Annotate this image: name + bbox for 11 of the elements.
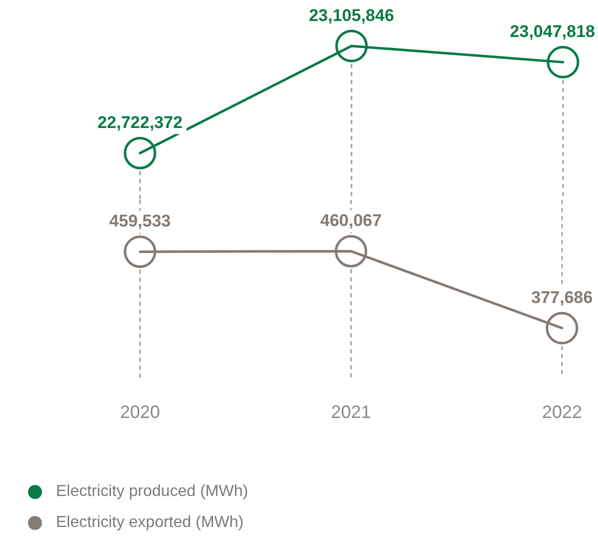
legend-label: Electricity exported (MWh): [56, 513, 244, 533]
data-label: 459,533: [109, 212, 171, 231]
x-tick-label: 2021: [330, 402, 372, 422]
data-label: 23,047,818: [510, 22, 596, 42]
x-tick-label: 2020: [120, 402, 160, 422]
data-label: 23,105,846: [308, 6, 394, 25]
x-tick-label: 2022: [542, 402, 582, 422]
legend-label: Electricity produced (MWh): [56, 482, 248, 502]
data-label: 377,686: [531, 288, 593, 308]
data-label: 460,067: [320, 211, 382, 230]
data-label: 22,722,372: [97, 113, 183, 132]
